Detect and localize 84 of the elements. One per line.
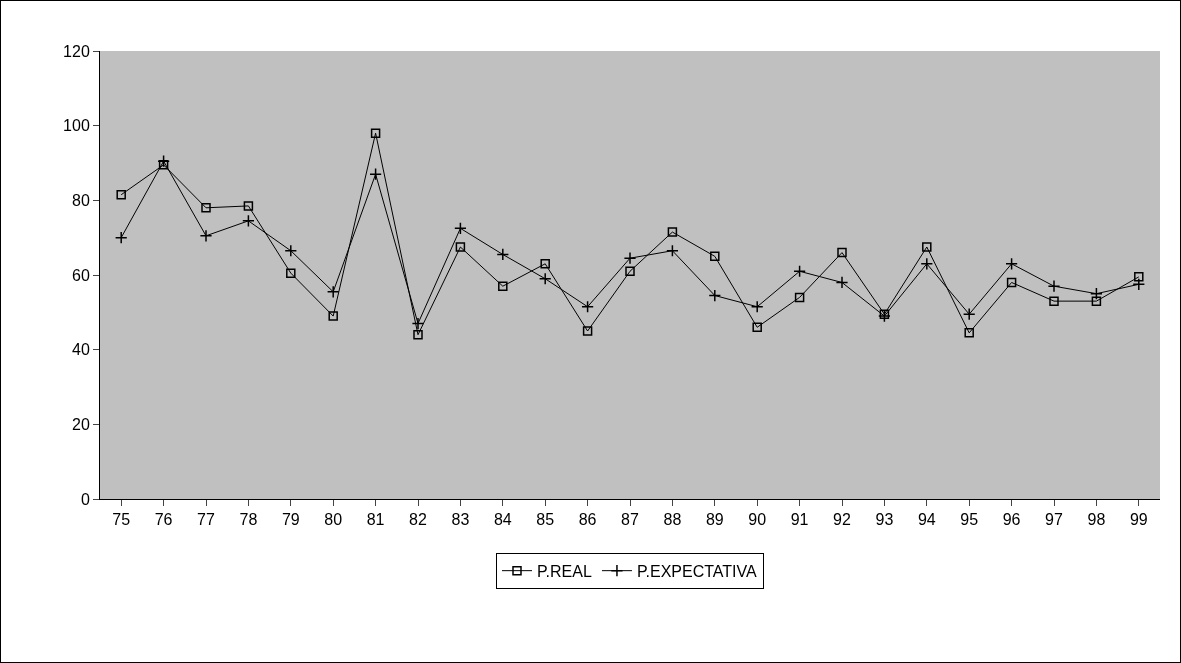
point [750, 300, 764, 314]
point [498, 281, 508, 291]
y-tick-label: 20 [72, 415, 90, 433]
point [581, 300, 594, 314]
point [326, 285, 340, 299]
point [411, 317, 425, 330]
x-tick-label: 93 [875, 511, 894, 529]
x-tick-label: 96 [1002, 511, 1021, 529]
point [752, 322, 762, 333]
x-tick-label: 83 [451, 511, 470, 529]
point [413, 329, 423, 340]
point [1006, 277, 1017, 288]
x-tick-label: 95 [960, 511, 979, 529]
x-tick-label: 97 [1045, 511, 1063, 529]
point [242, 214, 255, 228]
y-tick-label: 80 [72, 191, 90, 209]
x-tick-label: 84 [493, 511, 512, 529]
point [582, 326, 593, 336]
y-tick-label: 40 [72, 341, 90, 359]
x-tick-label: 86 [578, 511, 597, 529]
point [114, 231, 128, 245]
x-tick-label: 78 [239, 511, 258, 529]
point [496, 248, 510, 261]
point [1091, 296, 1102, 306]
legend-label: P.EXPECTATIVA [636, 562, 758, 580]
point [1049, 296, 1059, 306]
point [666, 244, 679, 258]
point [922, 242, 932, 252]
x-tick-label: 87 [621, 511, 639, 529]
x-tick-label: 79 [281, 511, 300, 529]
point [793, 264, 806, 278]
point [328, 311, 338, 321]
point [157, 154, 170, 168]
point [625, 266, 635, 277]
point [538, 272, 552, 286]
point [370, 128, 381, 138]
point [879, 309, 890, 319]
point [455, 242, 466, 252]
x-tick-label: 76 [154, 511, 173, 529]
x-tick-label: 91 [790, 511, 809, 529]
point [158, 160, 169, 170]
y-tick-label: 60 [72, 266, 90, 284]
point [1047, 279, 1061, 293]
point [920, 257, 934, 271]
point [794, 292, 805, 303]
point [454, 221, 467, 235]
y-tick-label: 120 [63, 42, 90, 60]
point [284, 244, 298, 258]
point [369, 167, 382, 181]
x-tick-label: 88 [663, 511, 682, 529]
x-tick-label: 90 [748, 511, 767, 529]
y-tick-label: 0 [80, 490, 90, 508]
x-tick-label: 80 [324, 511, 343, 529]
point [540, 259, 550, 269]
point [837, 247, 847, 258]
point [199, 229, 213, 243]
point [1005, 257, 1018, 271]
legend-label: P.REAL [537, 562, 592, 580]
point [964, 328, 974, 338]
x-tick-label: 98 [1087, 511, 1106, 529]
y-tick-label: 100 [63, 117, 90, 135]
x-tick-label: 81 [366, 511, 385, 529]
x-tick-label: 99 [1129, 511, 1148, 529]
point [878, 309, 891, 323]
x-tick-label: 77 [197, 511, 215, 529]
x-tick-label: 94 [917, 511, 936, 529]
point [1090, 287, 1103, 301]
point [667, 227, 678, 237]
x-tick-label: 85 [536, 511, 555, 529]
x-tick-label: 92 [833, 511, 851, 529]
point [962, 307, 976, 321]
point [116, 189, 126, 200]
point [710, 251, 720, 262]
x-tick-label: 82 [409, 511, 427, 529]
point [1132, 277, 1146, 291]
x-tick-label: 89 [705, 511, 724, 529]
point [286, 268, 296, 278]
point [1134, 272, 1144, 282]
point [243, 201, 254, 211]
point [708, 289, 722, 302]
point [201, 203, 211, 213]
x-tick-label: 75 [112, 511, 131, 529]
point [623, 251, 637, 265]
point [835, 276, 849, 289]
